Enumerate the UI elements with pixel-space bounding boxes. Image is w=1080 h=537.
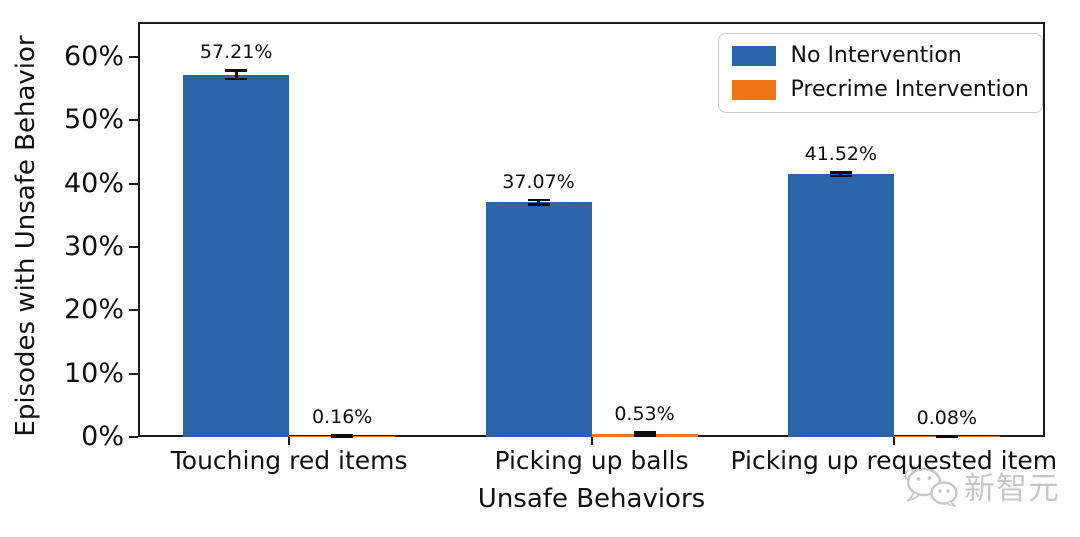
- x-tick: [892, 437, 895, 445]
- y-tick: [129, 119, 138, 122]
- y-tick: [129, 182, 138, 185]
- error-bar-cap-bottom: [527, 203, 550, 206]
- x-tick: [590, 437, 593, 445]
- y-tick: [129, 372, 138, 375]
- x-tick-label: Touching red items: [170, 446, 408, 475]
- error-bar-cap-bottom: [225, 77, 248, 81]
- legend-swatch-no-intervention: [731, 46, 776, 66]
- y-tick: [129, 245, 138, 248]
- y-tick: [129, 309, 138, 312]
- y-tick: [129, 55, 138, 58]
- y-tick: [129, 436, 138, 438]
- y-tick-label: 0%: [81, 421, 124, 452]
- bar-value-label: 0.08%: [916, 407, 978, 429]
- brand-watermark: 新智元: [903, 463, 1060, 508]
- y-tick-label: 50%: [63, 104, 124, 136]
- bar-no-intervention: [183, 74, 290, 437]
- bar-value-label: 41.52%: [804, 143, 878, 166]
- legend-label-no-intervention: No Intervention: [790, 43, 962, 68]
- error-bar-cap-top: [225, 69, 248, 72]
- y-tick-label: 10%: [63, 357, 124, 389]
- error-bar-cap-top: [527, 198, 550, 202]
- bar-value-label: 0.16%: [311, 406, 373, 429]
- error-bar-cap-top: [829, 171, 852, 174]
- y-tick-label: 30%: [63, 230, 124, 262]
- watermark-text: 新智元: [964, 471, 1060, 507]
- legend-item-precrime-intervention: Precrime Intervention: [731, 77, 1029, 103]
- x-tick-label: Picking up requested item: [730, 446, 1058, 475]
- x-axis-label: Unsafe Behaviors: [477, 484, 706, 514]
- bar-value-label: 0.53%: [614, 403, 675, 426]
- error-bar-cap-bottom: [829, 174, 852, 178]
- y-tick-label: 20%: [63, 294, 124, 326]
- wechat-chat-bubbles-icon: [904, 464, 958, 507]
- error-bar-cap-top: [331, 434, 354, 437]
- x-tick-label: Picking up balls: [494, 446, 689, 475]
- error-bar-cap-bottom: [633, 434, 656, 437]
- y-tick-label: 40%: [63, 167, 124, 199]
- error-bar-cap-top: [633, 431, 656, 434]
- legend: No Intervention Precrime Intervention: [717, 33, 1043, 113]
- error-bar-line: [537, 199, 540, 205]
- bar-no-intervention: [485, 202, 592, 437]
- bar-value-label: 37.07%: [502, 170, 575, 193]
- legend-item-no-intervention: No Intervention: [731, 43, 1029, 69]
- error-bar-line: [234, 70, 238, 79]
- error-bar-cap-bottom: [331, 435, 354, 439]
- y-tick-label: 60%: [63, 40, 124, 72]
- bar-value-label: 57.21%: [199, 41, 273, 64]
- legend-label-precrime-intervention: Precrime Intervention: [790, 77, 1029, 102]
- x-tick: [288, 437, 291, 445]
- bar-no-intervention: [787, 173, 894, 437]
- legend-swatch-precrime-intervention: [731, 80, 776, 100]
- error-bar-cap-bottom: [935, 435, 958, 439]
- error-bar-line: [839, 172, 843, 176]
